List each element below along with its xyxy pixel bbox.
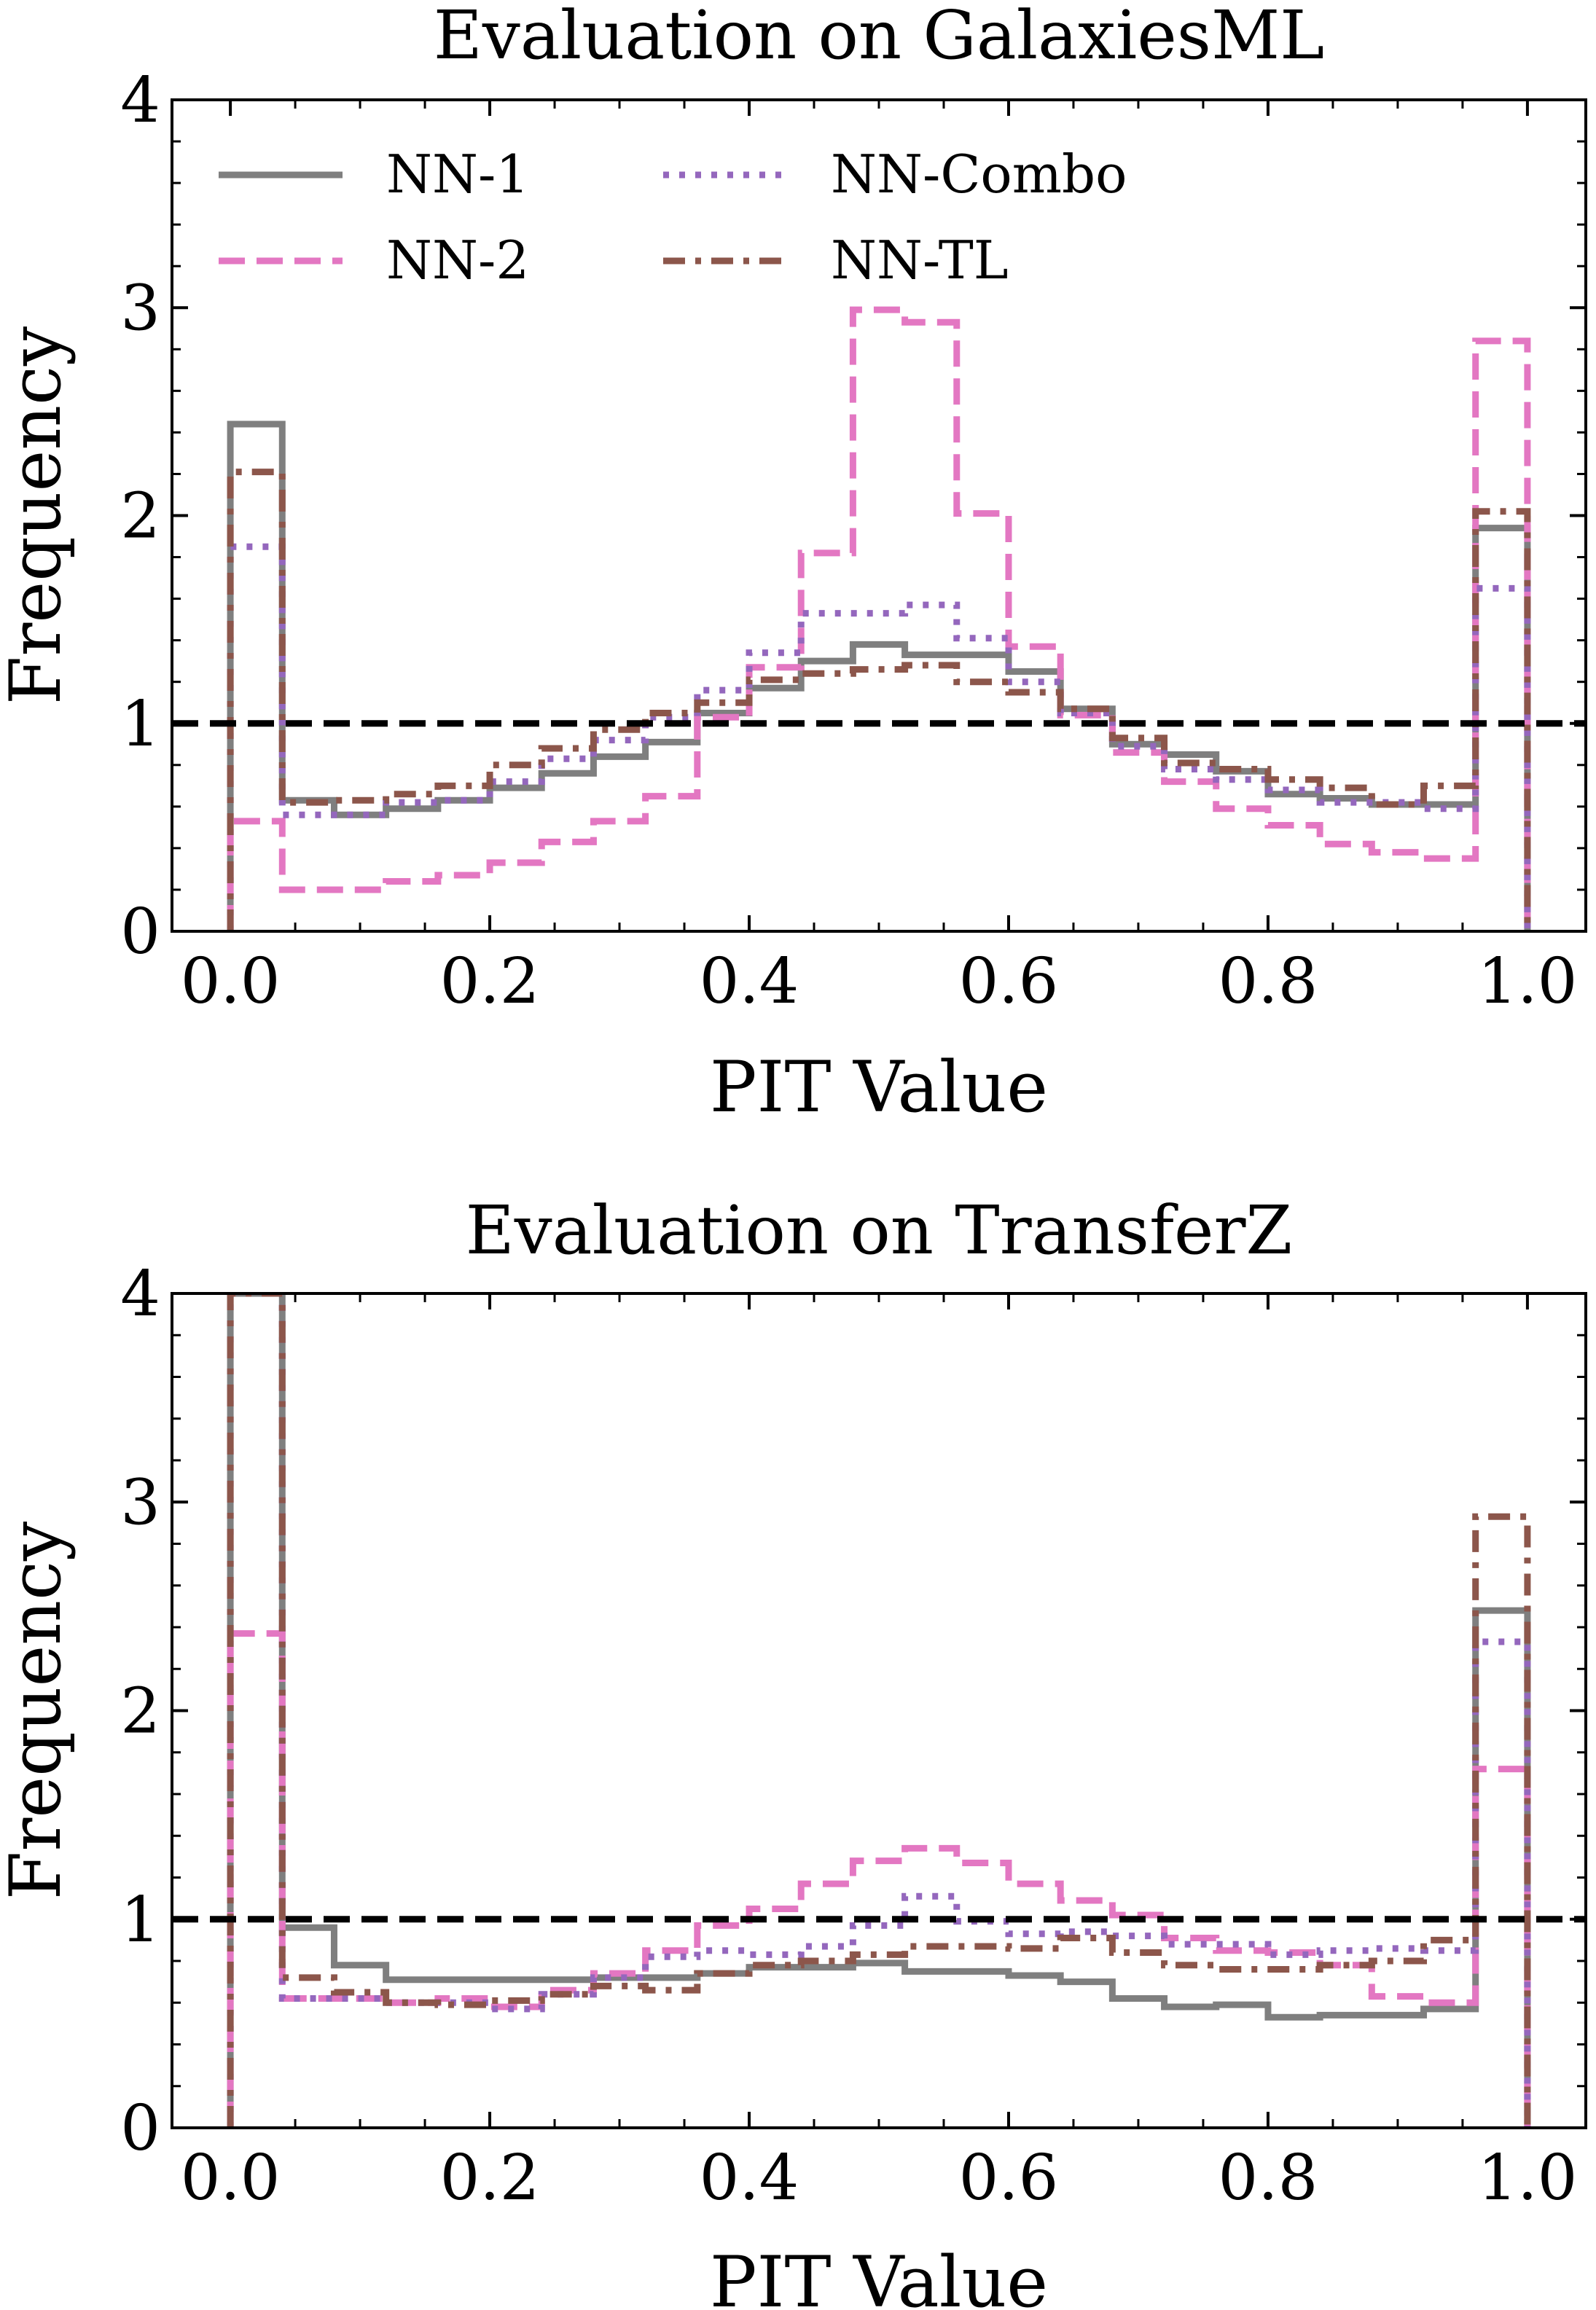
y-tick-label: 0 (120, 2092, 160, 2165)
plot-frame (171, 1292, 1587, 2129)
x-tick-label: 0.0 (181, 945, 281, 1018)
series-nn-1 (227, 1293, 1531, 2128)
series-nn-1 (227, 420, 1531, 931)
x-tick-label: 0.2 (440, 2142, 540, 2215)
legend-label-nn-combo: NN-Combo (831, 144, 1127, 205)
series-nn-combo (227, 543, 1531, 931)
legend-label-nn-tl: NN-TL (831, 230, 1009, 291)
plot-frame (171, 98, 1587, 933)
y-tick-label: 4 (120, 64, 160, 137)
legend: NN-1 NN-Combo NN-2 NN-TL (219, 144, 1127, 291)
x-tick-label: 1.0 (1478, 945, 1578, 1018)
x-tick-label: 0.6 (959, 2142, 1059, 2215)
x-tick-label: 1.0 (1478, 2142, 1578, 2215)
series-group (172, 306, 1586, 931)
y-tick-label: 0 (120, 896, 160, 968)
x-tick-label: 0.4 (700, 2142, 799, 2215)
x-tick-label: 0.8 (1218, 945, 1318, 1018)
x-axis-label: PIT Value (710, 2242, 1048, 2310)
y-tick-label: 3 (120, 272, 160, 345)
legend-label-nn-1: NN-1 (386, 144, 529, 205)
y-tick-label: 4 (120, 1258, 160, 1331)
y-tick-label: 3 (120, 1466, 160, 1539)
y-tick-label: 2 (120, 1675, 160, 1748)
x-axis-label: PIT Value (710, 1046, 1048, 1128)
chart-title: Evaluation on GalaxiesML (434, 0, 1325, 74)
chart-title: Evaluation on TransferZ (466, 1191, 1293, 1269)
x-tick-label: 0.2 (440, 945, 540, 1018)
series-nn-2 (227, 306, 1531, 931)
series-nn-tl (227, 469, 1531, 931)
series-nn-combo (227, 1293, 1531, 2128)
y-axis-label: Frequency (0, 1522, 77, 1900)
series-nn-tl (227, 1293, 1531, 2128)
y-tick-label: 1 (120, 688, 160, 761)
legend-label-nn-2: NN-2 (386, 230, 529, 291)
series-group (172, 1293, 1586, 2128)
x-tick-label: 0.4 (700, 945, 799, 1018)
x-tick-label: 0.8 (1218, 2142, 1318, 2215)
y-tick-label: 1 (120, 1884, 160, 1957)
x-tick-label: 0.0 (181, 2142, 281, 2215)
series-nn-2 (227, 1630, 1531, 2128)
y-axis-label: Frequency (0, 326, 77, 705)
x-tick-label: 0.6 (959, 945, 1059, 1018)
chart-panel-1: Evaluation on GalaxiesML 0.0 0.2 0.4 0.6 0.8 1… (0, 0, 1587, 1128)
y-tick-label: 2 (120, 480, 160, 553)
chart-panel-2: Evaluation on TransferZ 0.0 0.2 0.4 0.6 0.8 1.… (0, 1191, 1587, 2310)
